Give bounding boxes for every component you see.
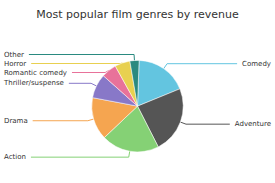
svg-text:Thriller/suspense: Thriller/suspense bbox=[3, 79, 64, 87]
svg-text:Drama: Drama bbox=[4, 117, 28, 125]
svg-text:Comedy: Comedy bbox=[242, 60, 271, 68]
svg-text:Horror: Horror bbox=[4, 60, 26, 68]
svg-text:Other: Other bbox=[4, 51, 24, 59]
svg-text:Adventure: Adventure bbox=[235, 120, 271, 128]
svg-text:Romantic comedy: Romantic comedy bbox=[4, 69, 67, 77]
svg-text:Action: Action bbox=[4, 153, 26, 161]
svg-text:Most popular film genres by re: Most popular film genres by revenue bbox=[36, 8, 239, 21]
